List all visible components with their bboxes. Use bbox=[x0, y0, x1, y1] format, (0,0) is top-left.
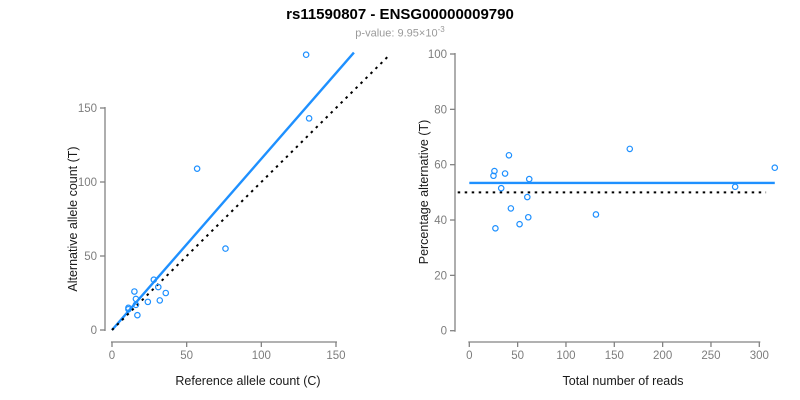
pvalue-exponent: -3 bbox=[437, 25, 445, 34]
y-tick-label: 80 bbox=[434, 104, 447, 116]
y-tick-label: 60 bbox=[434, 160, 447, 172]
y-tick-label: 0 bbox=[441, 326, 447, 338]
data-point bbox=[132, 295, 140, 303]
data-point bbox=[162, 289, 170, 297]
x-tick-label: 200 bbox=[653, 350, 672, 362]
right-scatter-plot: 0 50 100 150 200 250 300 0 20 40 60 80 100 bbox=[428, 49, 779, 362]
data-point bbox=[491, 167, 498, 175]
left-x-axis-title: Reference allele count (C) bbox=[175, 374, 321, 388]
y-tick-label: 0 bbox=[91, 325, 97, 337]
x-tick-label: 150 bbox=[326, 350, 345, 362]
y-tick-label: 150 bbox=[78, 103, 97, 115]
data-point bbox=[592, 211, 600, 218]
data-point bbox=[524, 193, 531, 201]
data-point bbox=[731, 183, 739, 191]
data-point bbox=[131, 288, 138, 295]
y-tick-label: 40 bbox=[434, 215, 447, 227]
x-tick-label: 250 bbox=[701, 350, 720, 362]
data-point bbox=[156, 297, 164, 304]
fit-line bbox=[111, 51, 355, 331]
data-point bbox=[305, 115, 313, 122]
y-tick-label: 50 bbox=[84, 251, 97, 263]
figure-subtitle: p-value: 9.95×10-3 bbox=[0, 25, 800, 40]
data-point bbox=[193, 165, 201, 172]
x-tick-label: 50 bbox=[511, 350, 524, 362]
data-point bbox=[492, 225, 499, 232]
data-point bbox=[497, 184, 505, 192]
data-point bbox=[222, 245, 229, 252]
data-point bbox=[501, 170, 509, 177]
x-tick-label: 0 bbox=[109, 350, 115, 362]
data-point bbox=[525, 175, 533, 183]
y-tick-label: 100 bbox=[428, 49, 447, 61]
data-point bbox=[505, 151, 513, 159]
x-tick-label: 100 bbox=[556, 350, 575, 362]
data-point bbox=[771, 164, 779, 172]
data-point bbox=[516, 220, 523, 228]
x-tick-label: 0 bbox=[466, 350, 472, 362]
data-point bbox=[150, 276, 158, 283]
left-y-axis-title: Alternative allele count (T) bbox=[66, 146, 80, 292]
figure-title: rs11590807 - ENSG00000009790 bbox=[286, 6, 514, 23]
x-tick-label: 150 bbox=[605, 350, 624, 362]
data-point bbox=[626, 145, 634, 153]
right-y-axis-title: Percentage alternative (T) bbox=[417, 119, 431, 265]
pvalue-text: p-value: 9.95×10 bbox=[355, 27, 438, 40]
data-point bbox=[125, 304, 132, 312]
data-point bbox=[154, 283, 162, 291]
y-tick-label: 100 bbox=[78, 177, 97, 189]
data-point bbox=[144, 298, 152, 306]
x-tick-label: 50 bbox=[180, 350, 193, 362]
y-tick-label: 20 bbox=[434, 270, 447, 282]
x-tick-label: 300 bbox=[750, 350, 769, 362]
data-point bbox=[134, 311, 141, 319]
reference-dotted-line bbox=[111, 55, 389, 331]
data-point bbox=[302, 51, 310, 59]
right-x-axis-title: Total number of reads bbox=[562, 374, 684, 388]
left-scatter-plot: 0 50 100 150 0 50 100 150 bbox=[78, 51, 389, 362]
data-point bbox=[507, 205, 515, 212]
data-point bbox=[524, 213, 532, 221]
x-tick-label: 100 bbox=[252, 350, 271, 362]
